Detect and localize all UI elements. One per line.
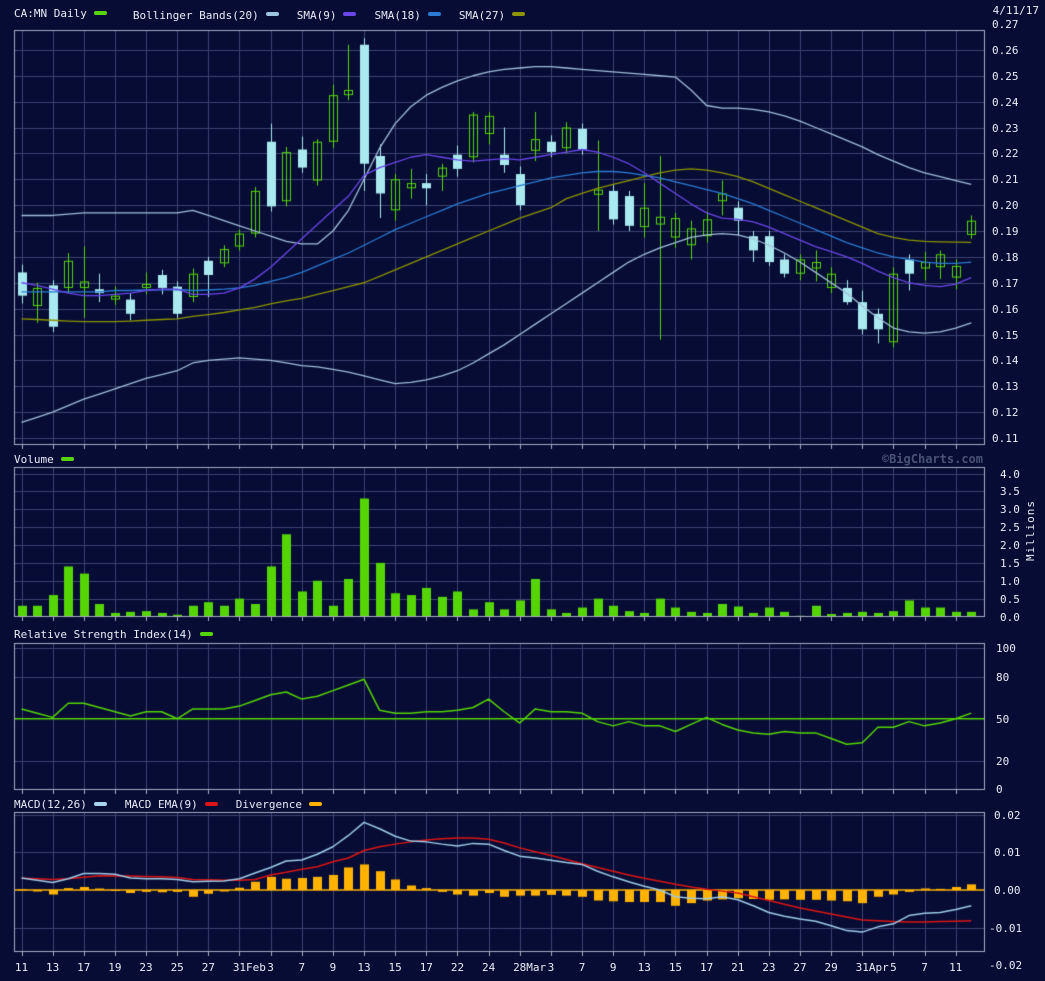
macd-axis-label: 0.01 <box>994 846 1021 860</box>
macd-axis-label: -0.02 <box>989 959 1023 973</box>
volume-axis-label: 4.0 <box>1000 467 1020 481</box>
macd-axis-label: 0.00 <box>994 884 1021 897</box>
date-axis-label: 3 <box>267 961 274 974</box>
date-axis-label: 11 <box>14 961 29 974</box>
macd-axis-label: -0.01 <box>989 921 1023 935</box>
price-axis-label: 0.16 <box>992 302 1019 316</box>
chart-date-label: 4/11/17 <box>992 4 1039 17</box>
volume-axis-label: 1.5 <box>1000 556 1020 570</box>
date-axis-label: 7 <box>921 961 928 974</box>
price-axis-label: 0.23 <box>992 121 1019 135</box>
legend-item-label: SMA(27) <box>458 9 506 22</box>
price-axis-label: 0.12 <box>992 406 1019 420</box>
date-axis-label: 9 <box>329 961 337 974</box>
date-axis-label: 29 <box>824 961 838 974</box>
rsi-swatch <box>199 632 213 636</box>
volume-legend-label: Volume <box>14 453 54 466</box>
legend-item-swatch <box>427 12 441 16</box>
legend-item-swatch <box>93 802 107 806</box>
date-axis-label: 31Apr <box>855 961 889 974</box>
date-axis-label: 23 <box>762 961 776 974</box>
date-axis-label: 27 <box>793 961 807 974</box>
volume-axis-label: 0.5 <box>1000 592 1020 606</box>
legend-item-label: MACD(12,26) <box>14 798 87 811</box>
price-axis-label: 0.15 <box>992 328 1019 342</box>
date-axis-label: 17 <box>77 961 91 974</box>
date-axis-label: 19 <box>108 961 122 974</box>
date-axis-label: 17 <box>699 961 714 974</box>
volume-axis-label: 3.5 <box>1000 485 1020 499</box>
legend-item-swatch <box>308 802 322 806</box>
price-axis-label: 0.25 <box>992 69 1019 83</box>
date-axis-label: 28Mar <box>513 961 547 974</box>
volume-axis-label: 3.0 <box>1000 503 1020 517</box>
date-axis-label: 23 <box>139 961 153 974</box>
date-axis-label: 9 <box>609 961 617 974</box>
date-axis-label: 27 <box>201 961 215 974</box>
date-axis-label: 15 <box>388 961 402 974</box>
watermark: ©BigCharts.com <box>881 452 983 466</box>
rsi-axis-label: 100 <box>996 642 1016 656</box>
date-axis-label: 15 <box>668 961 683 974</box>
volume-unit-label: Millions <box>1024 500 1037 561</box>
price-series-swatch <box>93 11 107 15</box>
main-legend: CA:MN Daily Bollinger Bands(20) SMA(9) SMA… <box>14 4 526 23</box>
price-axis-label: 0.21 <box>992 173 1019 187</box>
date-axis-label: 3 <box>547 961 555 974</box>
legend-item-label: SMA(18) <box>374 9 421 22</box>
date-axis-label: 11 <box>949 961 963 974</box>
rsi-axis-label: 0 <box>996 783 1003 797</box>
rsi-axis-label: 20 <box>996 755 1010 769</box>
rsi-axis-label: 80 <box>996 670 1010 684</box>
legend-item-label: MACD EMA(9) <box>124 798 198 811</box>
legend-item-swatch <box>265 12 279 16</box>
price-axis-label: 0.22 <box>992 147 1019 161</box>
price-axis-label: 0.20 <box>992 199 1019 213</box>
volume-axis-label: 2.5 <box>1000 521 1020 535</box>
price-axis-label: 0.14 <box>992 354 1019 368</box>
date-axis-label: 22 <box>450 961 465 974</box>
price-axis-label: 0.17 <box>992 276 1019 290</box>
symbol-series-label: CA:MN Daily <box>14 7 87 20</box>
legend-item-label: Bollinger Bands(20) <box>132 9 259 22</box>
legend-item-swatch <box>343 12 357 16</box>
legend-item-swatch <box>204 802 218 806</box>
volume-axis-label: 0.0 <box>1000 610 1020 624</box>
date-axis-label: 13 <box>357 961 371 974</box>
date-axis-label: 7 <box>298 961 306 974</box>
price-axis-label: 0.24 <box>992 95 1019 109</box>
volume-axis-label: 1.0 <box>1000 574 1020 588</box>
price-axis-label: 0.11 <box>992 432 1019 445</box>
overlay-legend-list: Bollinger Bands(20) SMA(9) SMA(18) SMA(27) <box>132 4 526 23</box>
macd-axis-label: 0.02 <box>994 808 1021 822</box>
volume-swatch <box>60 457 74 461</box>
legend-item-label: Divergence <box>235 798 302 811</box>
date-axis-label: 5 <box>890 961 897 974</box>
price-axis-label: 0.26 <box>992 43 1019 57</box>
date-axis-label: 13 <box>46 961 60 974</box>
date-axis-label: 24 <box>481 961 496 974</box>
price-axis-label: 0.27 <box>992 18 1019 31</box>
legend-item-label: SMA(9) <box>296 9 337 22</box>
volume-legend: Volume <box>14 453 74 466</box>
macd-legend: MACD(12,26) MACD EMA(9) Divergence <box>14 798 322 811</box>
date-axis-label: 17 <box>419 961 433 974</box>
legend-item-swatch <box>512 12 526 16</box>
date-axis-label: 25 <box>170 961 184 974</box>
price-axis-label: 0.19 <box>992 225 1019 238</box>
rsi-legend: Relative Strength Index(14) <box>14 628 213 641</box>
rsi-axis-label: 50 <box>996 712 1010 726</box>
date-axis-label: 21 <box>731 961 745 974</box>
rsi-legend-label: Relative Strength Index(14) <box>14 628 193 641</box>
volume-axis-label: 2.0 <box>1000 539 1020 552</box>
price-axis-label: 0.13 <box>992 380 1019 394</box>
date-axis-label: 31Feb <box>232 961 266 974</box>
price-axis-label: 0.18 <box>992 250 1019 264</box>
date-axis-label: 7 <box>578 961 586 974</box>
date-axis-label: 13 <box>637 961 651 974</box>
